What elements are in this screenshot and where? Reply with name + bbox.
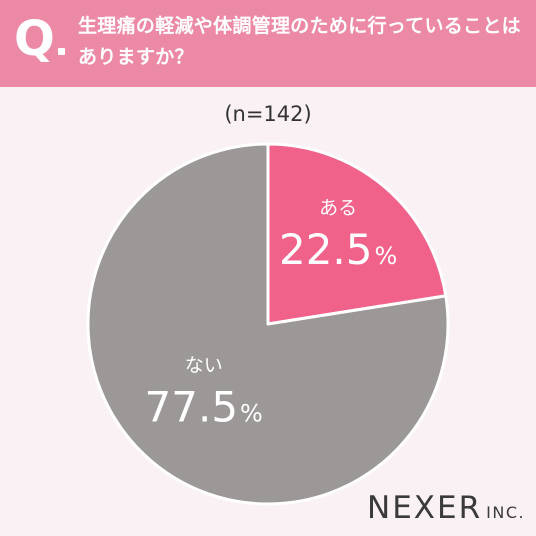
slice-value-label-2: 77.5% [145, 382, 263, 431]
q-mark: Q [14, 11, 55, 67]
question-header: Q 生理痛の軽減や体調管理のために行っていることはありますか？ [0, 0, 536, 87]
slice-value-label-1: 22.5% [279, 225, 397, 274]
sample-size: (n=142) [224, 102, 312, 126]
nexer-logo: NEXER INC. [367, 490, 525, 526]
pie-slice-1 [266, 142, 448, 326]
slice-category-label-1: ある [319, 197, 357, 219]
slice-category-label-2: ない [185, 354, 223, 376]
logo-sub: INC. [486, 503, 526, 522]
logo-main: NEXER [367, 490, 483, 526]
pie-slice-2 [86, 142, 450, 506]
question-text: 生理痛の軽減や体調管理のために行っていることはありますか？ [78, 15, 521, 68]
q-dot [58, 48, 65, 55]
